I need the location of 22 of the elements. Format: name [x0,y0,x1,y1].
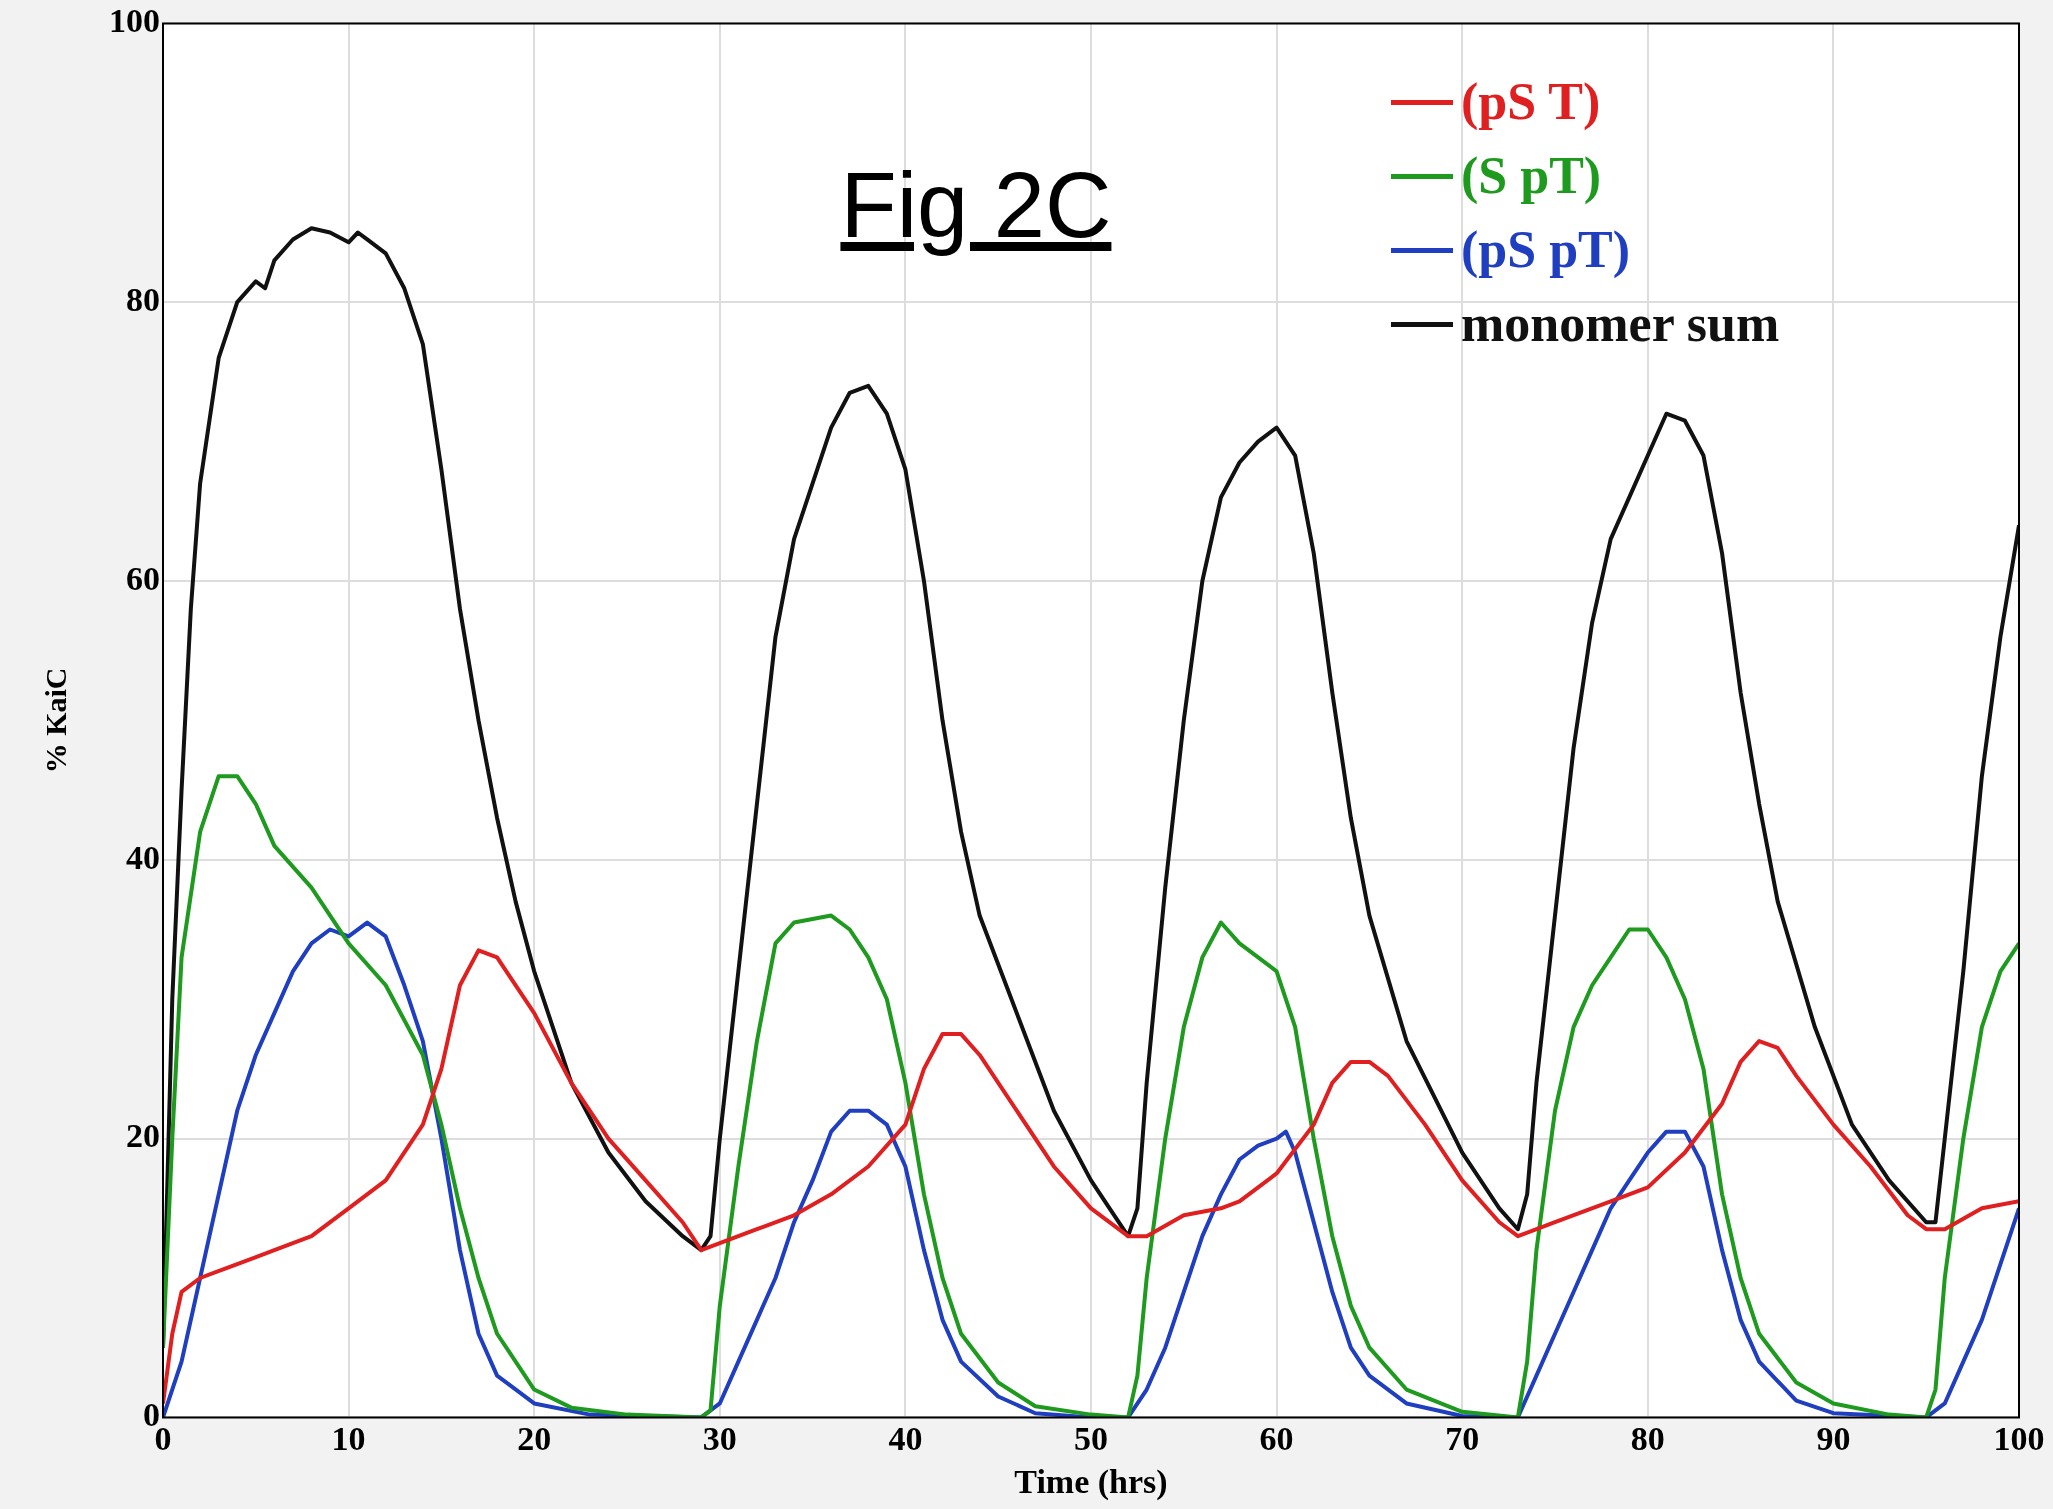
y-tick-label: 40 [126,838,160,876]
x-tick-label: 90 [1816,1419,1851,1457]
x-tick-label: 20 [517,1419,552,1457]
x-tick-label: 50 [1074,1419,1108,1457]
x-tick-label: 60 [1259,1419,1294,1457]
x-tick-label: 10 [331,1419,366,1457]
x-tick-label: 30 [702,1419,737,1457]
x-tick-label: 100 [1993,1419,2045,1457]
y-tick-label: 80 [126,280,160,318]
y-tick-label: 100 [109,2,160,40]
legend-label: (pS T) [1461,72,1601,133]
x-axis-title: Time (hrs) [1014,1463,1168,1502]
y-axis-title: % KaiC [38,667,72,774]
legend-label: (S pT) [1461,146,1602,207]
annotation: Fig 2C [840,153,1112,259]
y-tick-label: 20 [126,1117,160,1155]
x-tick-label: 40 [888,1419,923,1457]
y-tick-label: 60 [126,559,160,597]
legend-label: monomer sum [1461,294,1780,355]
x-tick-label: 70 [1445,1419,1480,1457]
x-tick-label: 80 [1630,1419,1665,1457]
legend-label: (pS pT) [1461,220,1631,281]
